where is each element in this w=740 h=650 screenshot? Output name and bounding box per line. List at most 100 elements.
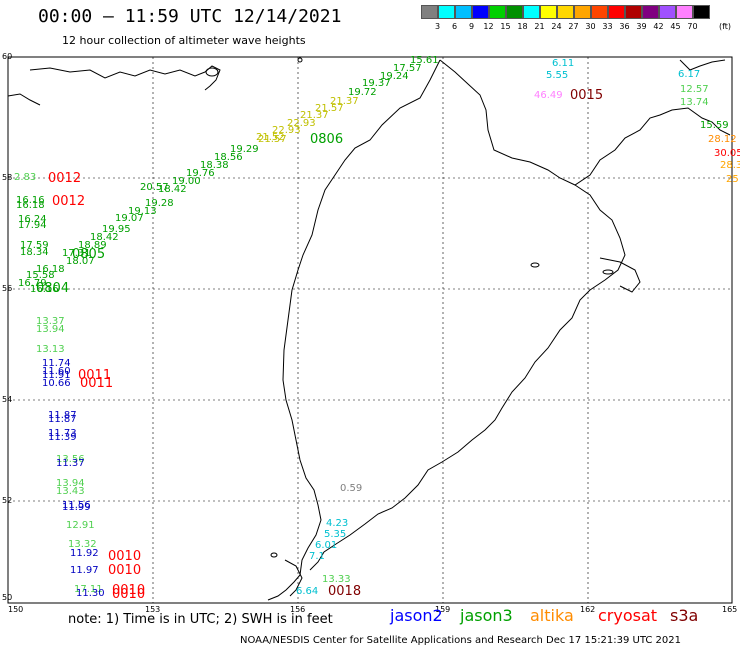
scale-swatch [506,5,523,19]
lat-label: 52 [2,496,12,505]
scale-label: 21 [534,22,545,31]
swh-label: 30.05 [714,148,740,159]
color-scale-unit: (ft) [719,22,732,31]
swh-label: 13.33 [322,574,351,585]
swh-label: 11.74 [42,358,71,369]
scale-label: 27 [568,22,579,31]
swh-label: 19.37 [362,78,391,89]
scale-swatch [455,5,472,19]
scale-label: 6 [451,22,458,31]
time-label: 0805 [72,247,105,262]
swh-label: 5.55 [546,70,568,81]
islands [205,57,614,558]
scale-label: 36 [619,22,630,31]
scale-label: 15 [500,22,511,31]
swh-label: 11.99 [62,502,91,513]
time-label: 0011 [80,376,113,391]
map-title: 00:00 – 11:59 UTC 12/14/2021 [38,6,342,27]
swh-label: 13.74 [680,97,709,108]
swh-label: 2.83 [14,172,36,183]
legend-item-cryosat: cryosat [598,606,658,625]
scale-swatch [438,5,455,19]
time-label: 0010 [112,587,145,602]
time-label: 0012 [52,194,85,209]
swh-label: 11.37 [56,458,85,469]
scale-swatch [574,5,591,19]
swh-label: 11.60 [42,366,71,377]
lon-label: 165 [722,605,737,614]
scale-swatch [472,5,489,19]
swh-label: 13.13 [36,344,65,355]
map-frame [7,56,733,604]
color-scale [421,5,710,19]
swh-label: 21.37 [300,110,329,121]
scale-label: 9 [468,22,475,31]
lat-label: 54 [2,395,12,404]
lon-label: 150 [8,605,23,614]
swh-label: 22.93 [287,118,316,129]
scale-swatch [659,5,676,19]
legend-item-jason2: jason2 [390,606,443,625]
swh-label: 18.42 [158,184,187,195]
time-label: 0010 [112,583,145,598]
swh-label: 19.76 [186,168,215,179]
swh-label: 21.57 [258,134,287,145]
swh-label: 6.11 [552,58,574,69]
axis-labels: 150 153 156 159 162 165 60 58 56 54 52 50 [2,52,737,614]
swh-label: 17.11 [74,584,103,595]
swh-label: 19.24 [380,71,409,82]
scale-swatch [608,5,625,19]
swh-label: 16.16 [16,195,45,206]
scale-label: 12 [483,22,494,31]
scale-label: 42 [653,22,664,31]
swh-label: 17.59 [20,240,49,251]
swh-label: 11.73 [48,428,77,439]
swh-label: 19.07 [115,213,144,224]
scale-label: 45 [670,22,681,31]
swh-label: 16.24 [18,214,47,225]
swh-label: 11.30 [76,588,105,599]
swh-label: 5.35 [324,529,346,540]
lon-label: 153 [145,605,160,614]
swh-label: 11.56 [62,500,91,511]
lon-label: 159 [435,605,450,614]
swh-label: 11.87 [48,410,77,421]
swh-label: 18.34 [20,247,49,258]
swh-label: 11.91 [42,370,71,381]
lat-label: 56 [2,284,12,293]
swh-label: 13.94 [56,478,85,489]
lat-label: 50 [2,593,12,602]
time-label: 0010 [108,563,141,578]
swh-label: 6.64 [296,586,318,597]
swh-label: 16.18 [36,264,65,275]
swh-label: 7.1 [309,551,325,562]
time-label: 0804 [36,281,69,296]
swh-label: 15.58 [26,270,55,281]
legend-item-s3a: s3a [670,606,699,625]
swh-label: 16.79 [18,278,47,289]
time-label: 0011 [78,368,111,383]
scale-swatch [540,5,557,19]
swh-label: 11.97 [70,565,99,576]
swh-label: 13.56 [56,454,85,465]
lon-label: 156 [290,605,305,614]
swh-label: 19.28 [145,198,174,209]
swh-label: 19.29 [230,144,259,155]
swh-label: 21.57 [315,103,344,114]
swh-label: 13.94 [36,324,65,335]
swh-label: 6.01 [315,540,337,551]
swh-label: 13.32 [68,539,97,550]
scale-swatch [421,5,438,19]
swh-label: 17.31 [62,248,91,259]
swh-label: 16.16 [30,284,59,295]
swh-label: 11.39 [48,432,77,443]
graticule [8,57,732,603]
swh-label: 13.43 [56,486,85,497]
legend-item-jason3: jason3 [460,606,513,625]
swh-label: 19.13 [128,206,157,217]
wave-height-labels: 15.6117.5719.2419.3719.7221.3721.5721.37… [14,55,740,602]
scale-swatch [642,5,659,19]
scale-label: 70 [687,22,698,31]
swh-label: 17.94 [18,220,47,231]
swh-label: 19.00 [172,176,201,187]
